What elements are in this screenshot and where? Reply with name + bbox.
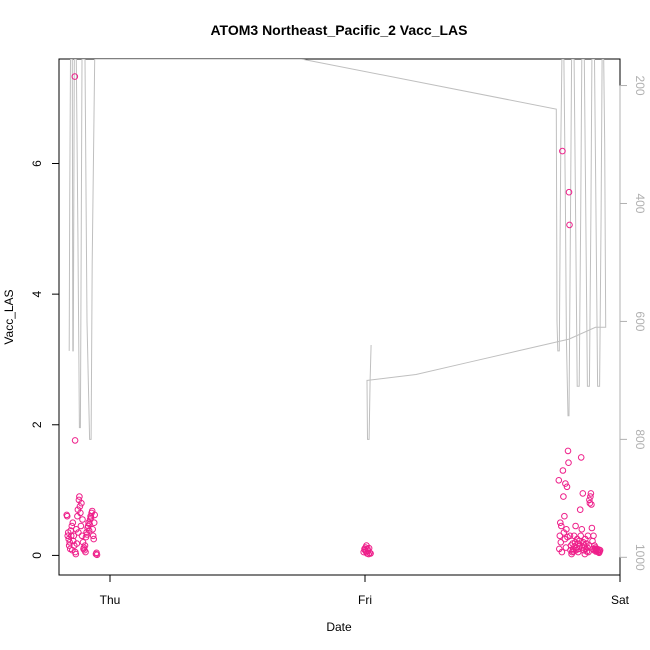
- data-point: [567, 542, 575, 549]
- x-tick-label: Sat: [611, 593, 630, 607]
- y-tick-label-left: 0: [30, 552, 44, 559]
- series-line-0: [68, 59, 607, 440]
- data-point: [90, 519, 98, 527]
- data-point: [91, 511, 98, 519]
- y-tick-label-left: 6: [30, 160, 44, 167]
- data-point: [558, 522, 565, 530]
- data-point: [89, 532, 97, 540]
- data-point: [566, 221, 573, 229]
- data-point: [563, 526, 570, 533]
- data-point: [556, 532, 564, 540]
- data-point: [563, 483, 571, 491]
- data-point: [565, 459, 572, 467]
- data-point: [68, 522, 76, 530]
- data-point: [579, 490, 587, 497]
- data-point: [577, 454, 585, 461]
- data-point: [66, 539, 73, 546]
- data-point: [89, 526, 96, 533]
- data-point: [574, 548, 582, 556]
- data-point: [70, 532, 78, 540]
- x-axis-label: Date: [326, 620, 352, 634]
- data-point: [81, 542, 89, 549]
- data-point: [555, 477, 563, 484]
- y-tick-label-right: 400: [633, 193, 647, 213]
- data-point: [367, 550, 374, 557]
- point-layer: [63, 73, 604, 559]
- data-point: [586, 499, 594, 507]
- data-point: [64, 532, 71, 540]
- data-point: [576, 506, 584, 514]
- data-point: [72, 550, 80, 558]
- line-layer: [68, 59, 607, 440]
- y-tick-label-left: 4: [30, 290, 44, 297]
- y-tick-label-right: 1000: [633, 544, 647, 571]
- data-point: [596, 546, 604, 554]
- data-point: [590, 532, 597, 540]
- chart-title: ATOM3 Northeast_Pacific_2 Vacc_LAS: [210, 22, 467, 38]
- data-point: [76, 493, 83, 500]
- data-point: [558, 548, 566, 556]
- data-point: [588, 524, 596, 532]
- data-point: [73, 540, 81, 547]
- data-point: [93, 551, 101, 559]
- data-point: [564, 447, 572, 455]
- data-point: [82, 548, 89, 556]
- data-point: [559, 147, 566, 155]
- data-point: [71, 437, 79, 444]
- data-point: [588, 501, 595, 508]
- y-tick-label-right: 600: [633, 311, 647, 331]
- data-point: [587, 493, 594, 500]
- data-point: [566, 532, 574, 540]
- x-tick-label: Fri: [358, 593, 372, 607]
- data-point: [77, 509, 84, 517]
- data-point: [84, 522, 92, 530]
- data-point: [585, 548, 592, 556]
- y-axis-label: Vacc_LAS: [2, 289, 16, 344]
- y-tick-label-right: 800: [633, 429, 647, 449]
- data-point: [79, 516, 86, 523]
- plot-area: [58, 58, 621, 576]
- data-point: [578, 526, 586, 533]
- data-point: [559, 467, 567, 474]
- data-point: [557, 519, 564, 527]
- y-axis-left: 0 2 4 6: [30, 160, 60, 559]
- data-point: [75, 529, 82, 536]
- data-point: [83, 531, 91, 538]
- data-point: [570, 532, 578, 540]
- data-point: [86, 520, 93, 528]
- data-point: [557, 539, 565, 546]
- data-point: [69, 519, 77, 527]
- data-point: [562, 480, 569, 487]
- data-point: [572, 522, 579, 530]
- y-tick-label-left: 2: [30, 421, 44, 428]
- data-point: [78, 499, 85, 507]
- data-point: [77, 522, 85, 530]
- y-tick-label-right: 200: [633, 76, 647, 96]
- data-point: [90, 535, 97, 543]
- data-point: [577, 532, 585, 540]
- data-point: [71, 73, 79, 80]
- data-point: [561, 512, 568, 520]
- data-point: [76, 503, 84, 510]
- data-point: [560, 493, 567, 500]
- x-axis: Thu Fri Sat: [100, 574, 630, 607]
- data-point: [587, 490, 595, 497]
- y-axis-right: 200 400 600 800 1000: [619, 76, 647, 571]
- data-point: [573, 535, 581, 543]
- data-point: [565, 188, 573, 196]
- data-point: [85, 527, 93, 534]
- data-point: [63, 512, 71, 520]
- x-tick-label: Thu: [100, 593, 121, 607]
